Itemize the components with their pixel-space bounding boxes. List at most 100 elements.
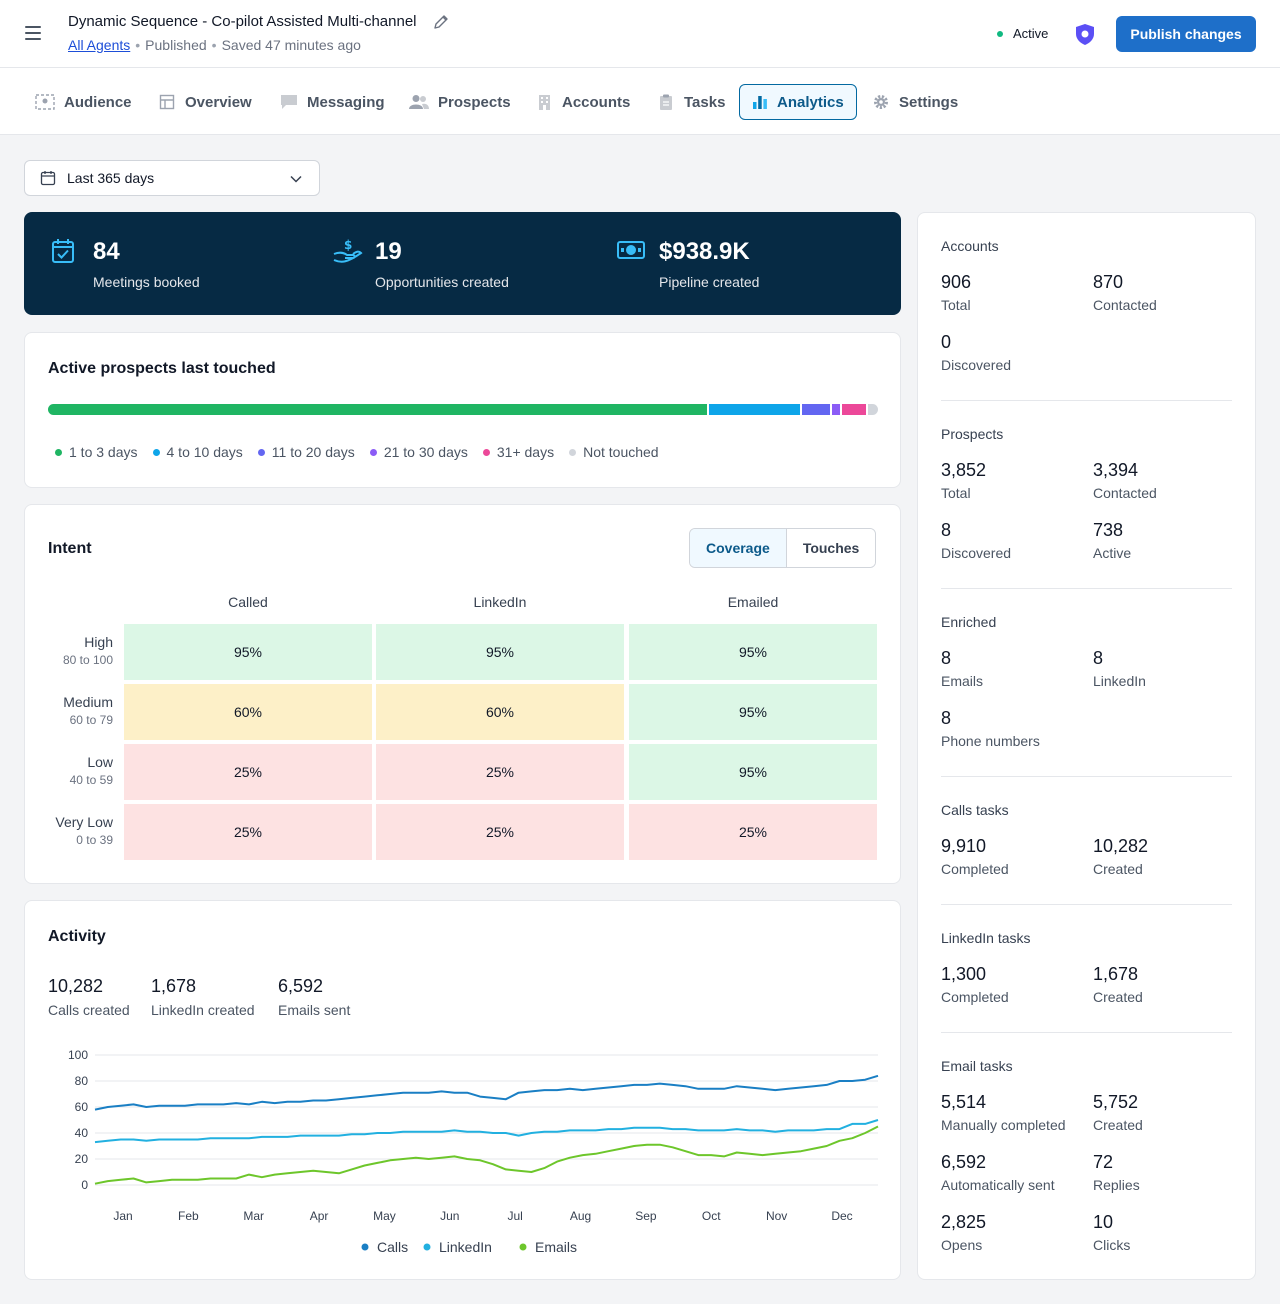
intent-row-header: High 80 to 100 bbox=[25, 634, 113, 667]
bar-segment bbox=[48, 404, 708, 415]
legend-label: Not touched bbox=[583, 444, 659, 460]
sidebar-section: Calls tasks 9,910 Completed 10,282 Created bbox=[941, 802, 1233, 877]
stat-value: 9,910 bbox=[941, 836, 987, 856]
tab-prospects[interactable]: Prospects bbox=[409, 84, 511, 120]
x-tick-label: Jan bbox=[113, 1209, 132, 1223]
tab-messaging[interactable]: Messaging bbox=[280, 84, 385, 120]
tab-analytics[interactable]: Analytics bbox=[739, 84, 857, 120]
sidebar-stat: 2,825 Opens bbox=[941, 1212, 986, 1253]
legend-label: 31+ days bbox=[496, 444, 555, 460]
series-line-linkedin bbox=[94, 1119, 879, 1144]
intent-row-label: Medium bbox=[63, 694, 113, 710]
stat-value: 8 bbox=[941, 708, 952, 728]
sidebar-stat: 738 Active bbox=[1093, 520, 1131, 561]
stat-label: Active bbox=[1093, 545, 1132, 561]
x-tick-label: Mar bbox=[243, 1209, 264, 1223]
legend-item: 1 to 3 days bbox=[55, 444, 138, 460]
stat-label: Phone numbers bbox=[941, 733, 1040, 749]
legend-dot-icon bbox=[55, 448, 62, 456]
legend-item: 21 to 30 days bbox=[369, 444, 468, 460]
publish-changes-button[interactable]: Publish changes bbox=[1116, 16, 1256, 52]
legend-item: 11 to 20 days bbox=[257, 444, 355, 460]
menu-icon[interactable] bbox=[25, 26, 41, 40]
status-dot-icon bbox=[997, 30, 1003, 37]
intent-cell: 60% bbox=[124, 684, 372, 740]
sidebar-section: LinkedIn tasks 1,300 Completed 1,678 Created bbox=[941, 930, 1233, 1005]
stats-sidebar: Accounts 906 Total 870 Contacted 0 Discovered P… bbox=[917, 212, 1256, 1280]
stat-value: 10 bbox=[1093, 1212, 1114, 1232]
legend-dot-icon bbox=[257, 448, 265, 456]
y-tick-label: 40 bbox=[75, 1126, 89, 1140]
kpi-value: 84 bbox=[93, 238, 120, 265]
tab-audience[interactable]: Audience bbox=[35, 84, 132, 120]
tab-accounts[interactable]: Accounts bbox=[536, 84, 630, 120]
intent-cell: 60% bbox=[376, 684, 624, 740]
stat-value: 8 bbox=[941, 648, 952, 668]
sidebar-stat: 3,852 Total bbox=[941, 460, 986, 501]
settings-icon bbox=[874, 95, 888, 109]
messaging-icon bbox=[281, 95, 297, 109]
svg-text:$: $ bbox=[344, 238, 352, 252]
stat-value: 6,592 bbox=[941, 1152, 987, 1172]
sidebar-section-title: Accounts bbox=[941, 238, 999, 254]
date-range-select[interactable]: Last 365 days bbox=[24, 160, 320, 196]
legend-label: Emails bbox=[535, 1239, 577, 1255]
stat-value: 5,514 bbox=[941, 1092, 987, 1112]
prospects-icon bbox=[409, 95, 429, 109]
legend-item: 4 to 10 days bbox=[152, 444, 243, 460]
stat-label: Completed bbox=[941, 861, 1009, 877]
intent-row-range: 40 to 59 bbox=[69, 773, 113, 787]
touches-toggle-button[interactable]: Touches bbox=[786, 529, 876, 567]
sidebar-stat: 0 Discovered bbox=[941, 332, 1011, 373]
activity-line-chart: 0 20 40 60 80 100 Jan Feb Mar Apr May Jun Jul Aug Sep O… bbox=[68, 1048, 879, 1255]
stat-value: 1,678 bbox=[151, 976, 197, 996]
stat-value: 5,752 bbox=[1093, 1092, 1139, 1112]
legend-item: 31+ days bbox=[482, 444, 555, 460]
bar-segment bbox=[801, 404, 830, 415]
sidebar-divider bbox=[941, 1032, 1232, 1033]
tab-label: Prospects bbox=[438, 93, 511, 111]
all-agents-link[interactable]: All Agents bbox=[68, 37, 131, 53]
sidebar-stat: 10,282 Created bbox=[1093, 836, 1148, 877]
intent-row-header: Low 40 to 59 bbox=[25, 754, 113, 787]
stat-label: Emails bbox=[941, 673, 984, 689]
sidebar-stat: 5,514 Manually completed bbox=[941, 1092, 1066, 1133]
prospects-touched-legend: 1 to 3 days 4 to 10 days 11 to 20 days 21 t… bbox=[55, 444, 674, 460]
intent-column-header: Called bbox=[228, 594, 268, 610]
calendar-icon bbox=[40, 171, 56, 186]
shield-icon[interactable] bbox=[1074, 22, 1096, 46]
sidebar-section-title: Email tasks bbox=[941, 1058, 1013, 1074]
stat-label: Clicks bbox=[1093, 1237, 1131, 1253]
x-tick-label: Jul bbox=[508, 1209, 523, 1223]
y-tick-label: 100 bbox=[68, 1048, 88, 1062]
stat-label: Discovered bbox=[941, 357, 1012, 373]
pencil-icon[interactable] bbox=[432, 13, 450, 31]
status-label: Active bbox=[1013, 26, 1049, 41]
kpi-label: Opportunities created bbox=[375, 274, 509, 290]
stat-label: Contacted bbox=[1093, 485, 1157, 501]
intent-cell: 95% bbox=[629, 624, 877, 680]
published-label: Published bbox=[145, 37, 207, 53]
intent-cell: 25% bbox=[376, 804, 624, 860]
series-line-emails bbox=[94, 1125, 879, 1185]
legend-dot-icon bbox=[482, 448, 490, 456]
tab-settings[interactable]: Settings bbox=[872, 84, 958, 120]
stat-value: 72 bbox=[1093, 1152, 1114, 1172]
x-tick-label: Oct bbox=[702, 1209, 721, 1223]
tab-tasks[interactable]: Tasks bbox=[658, 84, 725, 120]
activity-stat-calls: 10,282 Calls created bbox=[48, 976, 130, 1018]
sidebar-divider bbox=[941, 904, 1232, 905]
legend-dot-icon bbox=[423, 1243, 431, 1251]
bar-segment bbox=[709, 404, 800, 415]
coverage-toggle-button[interactable]: Coverage bbox=[690, 529, 787, 567]
sidebar-stat: 3,394 Contacted bbox=[1093, 460, 1157, 501]
tab-label: Accounts bbox=[562, 93, 631, 111]
legend-item: Not touched bbox=[569, 444, 659, 460]
activity-stat-linkedin: 1,678 LinkedIn created bbox=[151, 976, 255, 1018]
tab-overview[interactable]: Overview bbox=[159, 84, 252, 120]
intent-row-header: Very Low 0 to 39 bbox=[25, 814, 113, 847]
intent-cell: 25% bbox=[376, 744, 624, 800]
legend-dot-icon bbox=[369, 448, 377, 456]
intent-cell: 95% bbox=[124, 624, 372, 680]
stat-label: Contacted bbox=[1093, 297, 1157, 313]
